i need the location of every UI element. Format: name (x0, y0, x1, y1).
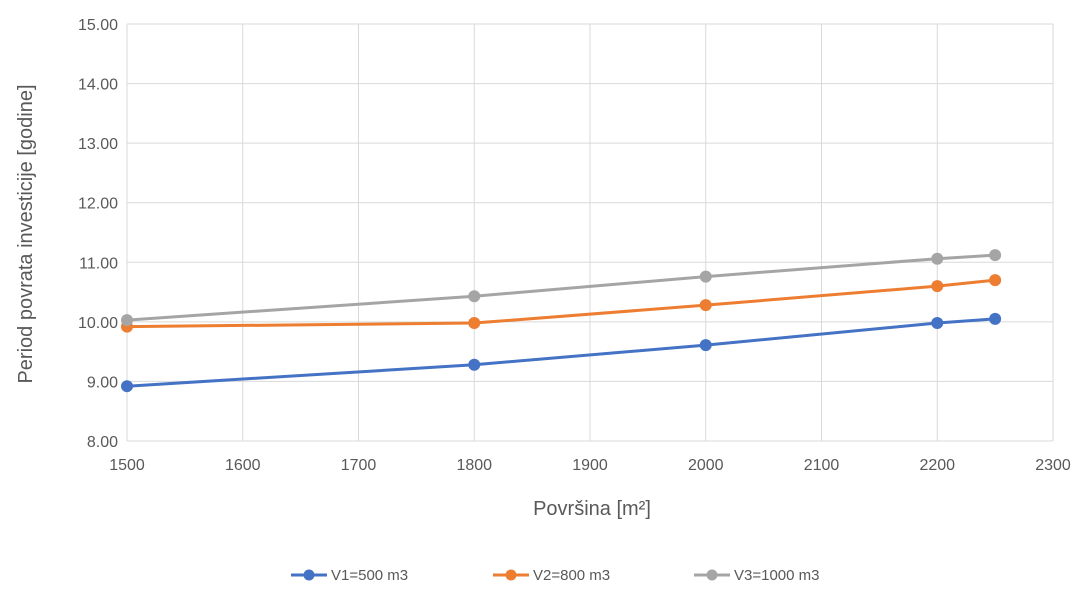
y-tick-label: 14.00 (78, 77, 118, 94)
x-axis-label: Površina [m²] (533, 498, 651, 520)
x-tick-label: 1900 (572, 457, 608, 474)
x-tick-label: 2300 (1035, 457, 1071, 474)
y-tick-label: 13.00 (78, 136, 118, 153)
grid (126, 23, 1054, 442)
x-tick-label: 1600 (225, 457, 261, 474)
data-point (931, 317, 944, 330)
series-group (121, 274, 1002, 333)
y-tick-label: 11.00 (79, 255, 118, 272)
legend-label: V3=1000 m3 (734, 567, 819, 584)
series (121, 249, 1002, 393)
data-point (931, 280, 944, 293)
legend-swatch-marker (706, 569, 718, 581)
legend-swatch-marker (505, 569, 517, 581)
legend-swatch-marker (303, 569, 315, 581)
y-tick-label: 10.00 (78, 315, 118, 332)
x-tick-label: 2200 (919, 457, 955, 474)
data-point (699, 299, 712, 312)
data-point (468, 358, 481, 371)
tick-labels: 8.00 9.00 10.00 11.00 12.00 13.00 14.00 15.00 15… (78, 17, 1071, 474)
data-point (989, 249, 1002, 262)
data-point (931, 252, 944, 265)
series-group (121, 249, 1002, 327)
data-point (699, 270, 712, 283)
data-point (121, 380, 133, 393)
x-tick-label: 1800 (456, 457, 492, 474)
legend-label: V2=800 m3 (533, 567, 610, 584)
y-tick-label: 8.00 (87, 434, 118, 451)
legend-entry: V1=500 m3 (291, 567, 408, 584)
data-point (121, 314, 133, 327)
x-tick-label: 2000 (688, 457, 724, 474)
legend-entry: V3=1000 m3 (694, 567, 819, 584)
series-group (121, 312, 1002, 393)
x-tick-label: 2100 (804, 457, 840, 474)
data-point (989, 312, 1002, 325)
legend-entry: V2=800 m3 (493, 567, 610, 584)
data-point (989, 274, 1002, 287)
data-point (468, 317, 481, 330)
series-line (126, 253, 996, 322)
series-line (126, 317, 996, 388)
x-tick-label: 1500 (109, 457, 145, 474)
y-axis-label: Period povrata investicije [godine] (15, 84, 37, 383)
data-point (699, 339, 712, 352)
series-line (126, 278, 996, 329)
y-tick-label: 15.00 (78, 17, 118, 34)
data-point (468, 290, 481, 303)
y-tick-label: 12.00 (78, 196, 118, 213)
y-tick-label: 9.00 (87, 374, 118, 391)
x-tick-label: 1700 (341, 457, 377, 474)
legend: V1=500 m3 V2=800 m3 V3=1000 m3 (291, 567, 819, 584)
legend-label: V1=500 m3 (331, 567, 408, 584)
